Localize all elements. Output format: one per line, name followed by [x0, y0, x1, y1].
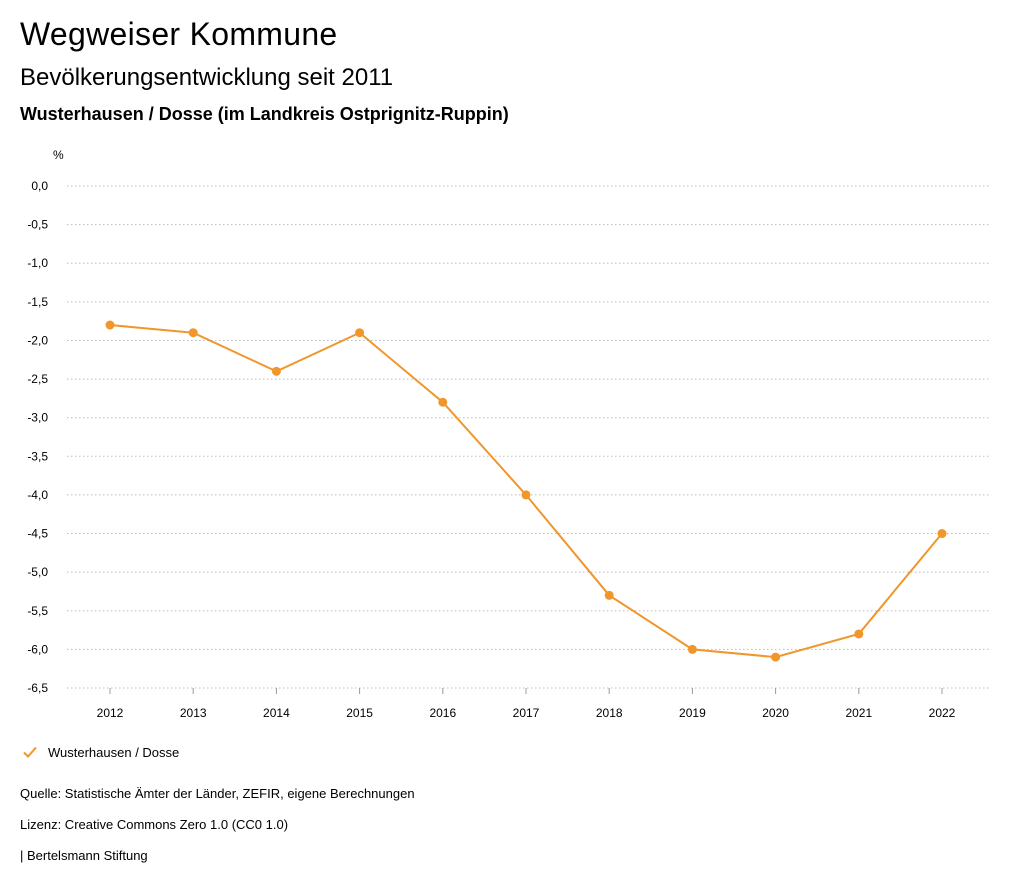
data-point[interactable] [355, 328, 365, 338]
legend[interactable]: Wusterhausen / Dosse [22, 744, 179, 760]
line-chart: % 0,0 -0,5 -1,0 -1,5 -2,0 -2,5 -3,0 -3,5 -4,0 -4,5… [27, 148, 990, 720]
x-tick-label: 2014 [263, 706, 290, 720]
brand-note: | Bertelsmann Stiftung [20, 848, 148, 863]
x-tick-label: 2017 [513, 706, 540, 720]
source-note: Quelle: Statistische Ämter der Länder, Z… [20, 786, 415, 801]
data-point[interactable] [521, 490, 531, 500]
x-tick-label: 2018 [596, 706, 623, 720]
y-tick-label: -6,5 [27, 681, 48, 695]
data-point[interactable] [687, 644, 697, 654]
y-tick-label: -6,0 [27, 642, 48, 656]
page-title: Wegweiser Kommune [20, 16, 338, 52]
y-axis-unit-label: % [53, 148, 64, 162]
x-tick-label: 2022 [929, 706, 956, 720]
x-axis: 2012 2013 2014 2015 2016 2017 2018 2019 2020 2021… [97, 688, 956, 720]
y-tick-label: -4,5 [27, 527, 48, 541]
chart-subtitle: Bevölkerungsentwicklung seit 2011 [20, 64, 394, 91]
data-point[interactable] [105, 320, 115, 330]
check-icon [23, 746, 37, 758]
x-tick-label: 2019 [679, 706, 706, 720]
y-axis: % 0,0 -0,5 -1,0 -1,5 -2,0 -2,5 -3,0 -3,5 -4,0 -4,5… [27, 148, 64, 695]
data-point[interactable] [854, 629, 864, 639]
data-point[interactable] [438, 397, 448, 407]
gridlines [67, 185, 990, 689]
y-tick-label: -0,5 [27, 218, 48, 232]
y-tick-label: 0,0 [31, 179, 48, 193]
x-tick-label: 2020 [762, 706, 789, 720]
data-point[interactable] [604, 590, 614, 600]
y-tick-label: -1,0 [27, 256, 48, 270]
y-tick-label: -3,0 [27, 411, 48, 425]
series-layer [105, 320, 947, 662]
x-tick-label: 2016 [429, 706, 456, 720]
y-tick-label: -5,0 [27, 565, 48, 579]
x-tick-label: 2015 [346, 706, 373, 720]
y-tick-label: -2,0 [27, 333, 48, 347]
data-point[interactable] [188, 328, 198, 338]
x-tick-label: 2012 [97, 706, 124, 720]
y-tick-label: -1,5 [27, 295, 48, 309]
data-point[interactable] [771, 652, 781, 662]
y-tick-label: -5,5 [27, 604, 48, 618]
y-tick-label: -2,5 [27, 372, 48, 386]
data-point[interactable] [271, 366, 281, 376]
data-point[interactable] [937, 529, 947, 539]
x-tick-label: 2021 [845, 706, 872, 720]
legend-label: Wusterhausen / Dosse [48, 744, 180, 760]
y-tick-label: -3,5 [27, 449, 48, 463]
license-note: Lizenz: Creative Commons Zero 1.0 (CC0 1… [20, 817, 289, 832]
y-tick-label: -4,0 [27, 488, 48, 502]
x-tick-label: 2013 [180, 706, 207, 720]
municipality-title: Wusterhausen / Dosse (im Landkreis Ostpr… [20, 104, 509, 124]
